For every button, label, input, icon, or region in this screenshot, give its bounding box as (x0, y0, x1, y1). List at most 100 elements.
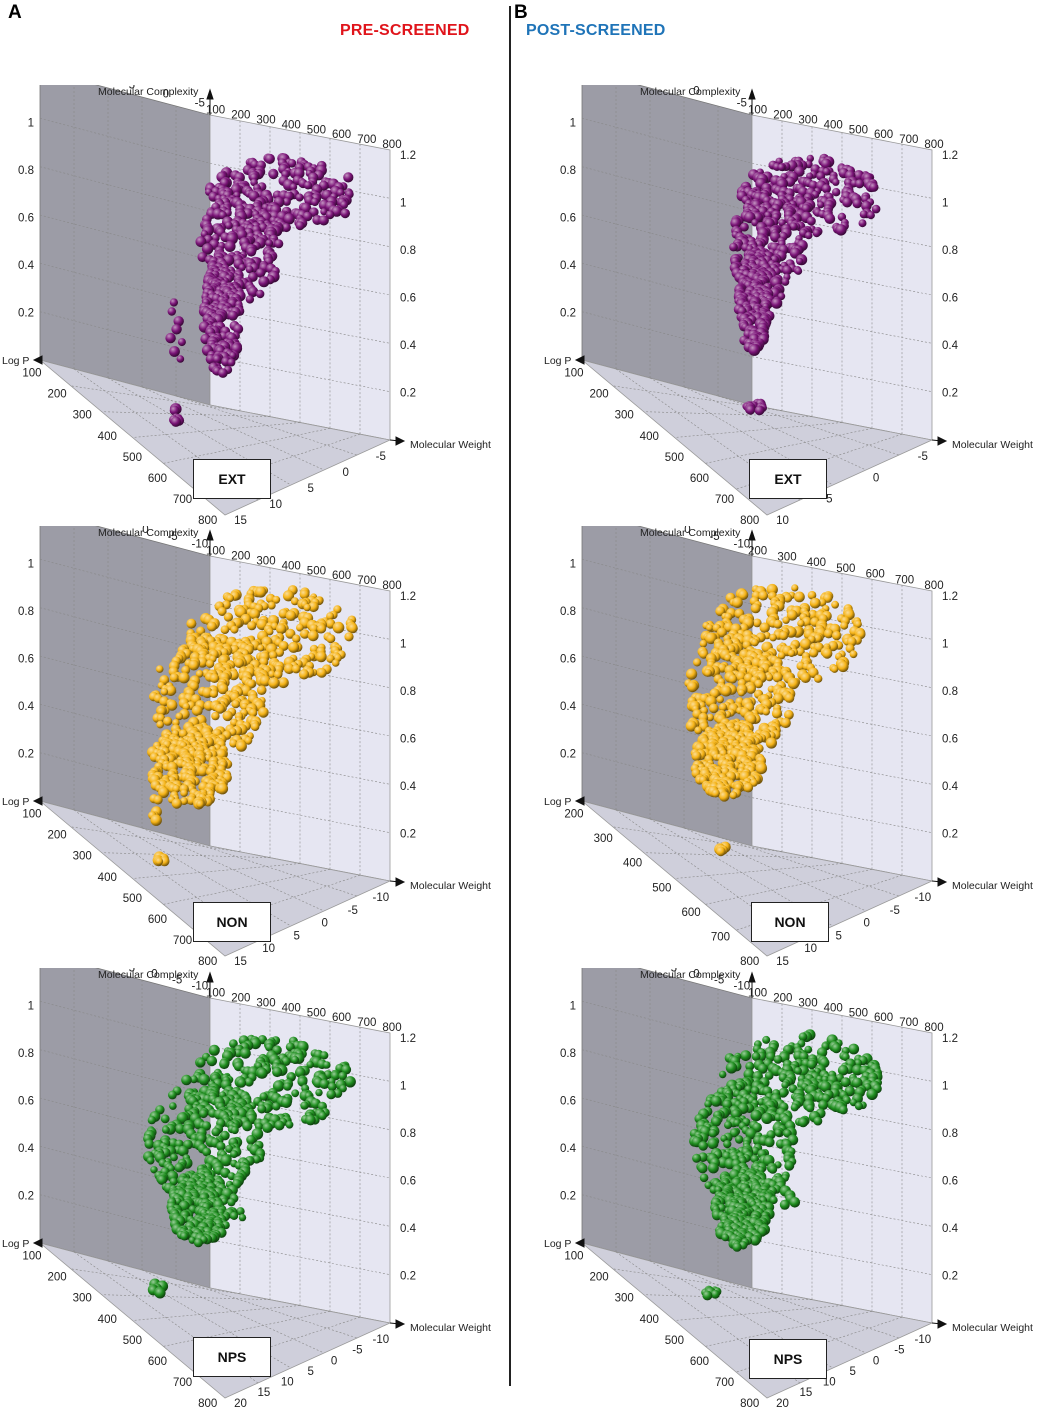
mw-tick-top: 200 (231, 993, 250, 1005)
data-point (785, 693, 795, 703)
data-point (308, 630, 319, 641)
data-point (807, 217, 816, 226)
data-point (716, 847, 726, 857)
data-point (693, 658, 701, 666)
mw-tick-front: 600 (148, 914, 167, 926)
mw-tick-front: 700 (173, 1377, 192, 1389)
data-point (730, 791, 738, 799)
data-point (755, 406, 765, 416)
z-tick-right: 0.4 (942, 340, 959, 352)
z-tick-left: 0.8 (560, 606, 576, 618)
z-axis-label: Molecular Complexity (640, 969, 741, 981)
data-point (246, 247, 256, 257)
z-tick-right: 0.4 (400, 1223, 417, 1235)
data-point (320, 1051, 328, 1059)
logp-tick-front: 5 (307, 483, 313, 495)
data-point (740, 1050, 751, 1061)
mw-tick-top: 400 (282, 560, 301, 572)
data-point (866, 1089, 877, 1100)
logp-tick-top: 5 (129, 85, 135, 91)
data-point (197, 1058, 205, 1066)
z-axis-label: Molecular Complexity (98, 86, 199, 98)
data-point (213, 355, 222, 364)
data-point (315, 1089, 322, 1096)
data-point (217, 783, 228, 794)
data-point (686, 669, 697, 680)
data-point (286, 1121, 294, 1129)
z-tick-left: 0.2 (18, 748, 34, 760)
data-point (181, 1075, 192, 1086)
data-point (211, 1127, 220, 1136)
logp-tick-front: -10 (914, 892, 931, 904)
data-point (210, 690, 218, 698)
data-point (704, 1100, 712, 1108)
logp-tick-top: -5 (709, 531, 719, 543)
data-point (211, 712, 219, 720)
z-tick-left: 1 (28, 558, 34, 570)
z-tick-left: 0.4 (18, 260, 35, 272)
logp-tick-top: -5 (737, 97, 747, 109)
data-point (231, 1126, 239, 1134)
z-tick-right: 0.4 (400, 340, 417, 352)
data-point (806, 1104, 814, 1112)
mw-tick-front: 200 (47, 389, 66, 401)
logp-tick-front: 15 (234, 515, 247, 525)
mw-tick-front: 800 (740, 515, 759, 525)
data-point (692, 1154, 701, 1163)
data-point (172, 798, 182, 808)
mw-tick-top: 300 (256, 998, 275, 1010)
data-point (221, 625, 230, 634)
data-point (751, 603, 761, 613)
data-point (790, 1197, 801, 1208)
data-point (316, 651, 327, 662)
mw-tick-top: 600 (332, 1012, 351, 1024)
pre-screened-title: PRE-SCREENED (340, 22, 470, 40)
data-point (286, 610, 297, 621)
logp-tick-front: 20 (234, 1398, 247, 1408)
data-point (333, 622, 345, 634)
logp-tick-front: -5 (348, 905, 358, 917)
data-point (752, 1052, 761, 1061)
data-point (760, 623, 770, 633)
mw-tick-front: 100 (22, 368, 41, 380)
data-point (247, 621, 256, 630)
data-point (317, 668, 327, 678)
data-point (832, 179, 839, 186)
logp-tick-front: 0 (873, 1355, 879, 1367)
data-point (296, 221, 305, 230)
logp-tick-front: 0 (873, 472, 879, 484)
mw-tick-front: 200 (589, 1272, 608, 1284)
data-point (305, 1115, 316, 1126)
z-tick-right: 0.2 (400, 828, 416, 840)
z-tick-right: 0.8 (942, 686, 958, 698)
z-tick-left: 1 (570, 117, 576, 129)
data-point (766, 674, 774, 682)
data-point (224, 613, 233, 622)
data-point (784, 1161, 794, 1171)
data-point (209, 1045, 220, 1056)
data-point (180, 1232, 188, 1240)
z-tick-left: 0.6 (18, 212, 34, 224)
mw-tick-top: 200 (231, 551, 250, 563)
data-point (257, 1068, 268, 1079)
dataset-label-nps-pre: NPS (193, 1337, 271, 1377)
data-point (749, 344, 761, 356)
z-tick-right: 1.2 (942, 150, 958, 162)
data-point (746, 405, 756, 415)
data-point (850, 650, 858, 658)
mw-tick-front: 100 (22, 809, 41, 821)
data-point (155, 858, 163, 866)
data-point (711, 1290, 720, 1299)
data-point (155, 1288, 166, 1299)
data-point (869, 183, 878, 192)
data-point (822, 184, 831, 193)
molecular-weight-axis-label: Molecular Weight (410, 439, 491, 451)
mw-tick-top: 200 (773, 110, 792, 122)
data-point (782, 617, 789, 624)
data-point (733, 1243, 742, 1252)
data-point (774, 1055, 783, 1064)
molecular-weight-axis-label: Molecular Weight (410, 880, 491, 892)
mw-tick-top: 600 (866, 569, 885, 581)
